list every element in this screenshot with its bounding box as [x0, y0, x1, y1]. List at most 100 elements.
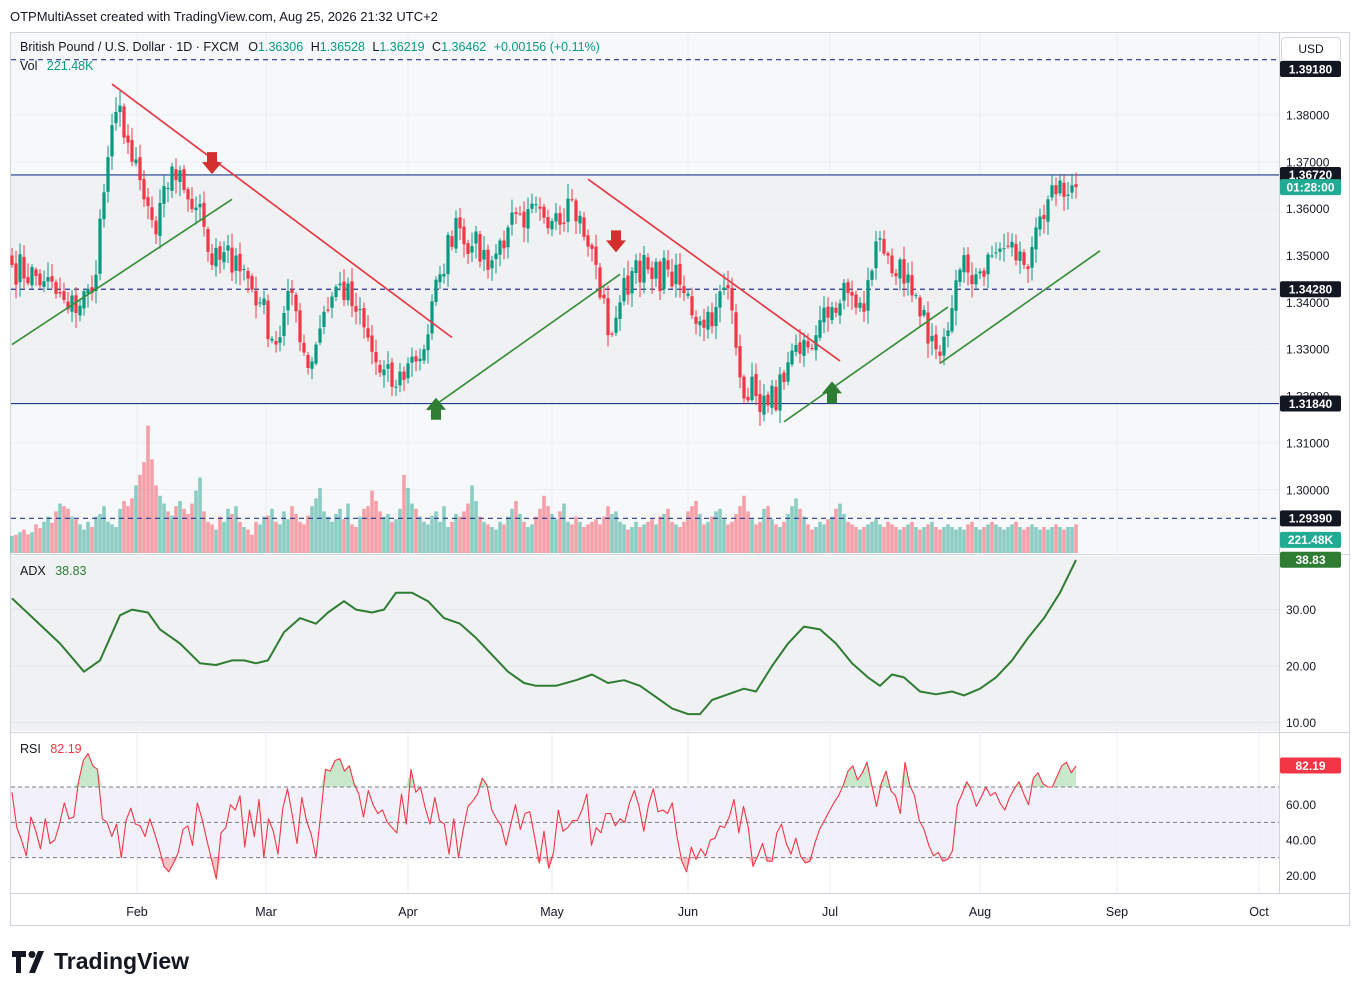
- candle[interactable]: [274, 341, 278, 345]
- candle[interactable]: [206, 229, 210, 252]
- candle[interactable]: [598, 267, 602, 298]
- candle[interactable]: [914, 295, 918, 297]
- rsi-badge[interactable]: [1280, 757, 1341, 774]
- candle[interactable]: [238, 253, 242, 272]
- candle[interactable]: [898, 259, 902, 279]
- candle[interactable]: [494, 253, 498, 260]
- candle[interactable]: [1022, 252, 1026, 265]
- candle[interactable]: [862, 303, 866, 312]
- candle[interactable]: [286, 290, 290, 311]
- candle[interactable]: [322, 311, 326, 327]
- candle[interactable]: [654, 261, 658, 279]
- candle[interactable]: [306, 354, 310, 368]
- candle[interactable]: [14, 263, 18, 285]
- candle[interactable]: [326, 309, 330, 311]
- candle[interactable]: [446, 234, 450, 275]
- candle[interactable]: [406, 363, 410, 379]
- candle[interactable]: [462, 226, 466, 245]
- candle[interactable]: [682, 286, 686, 293]
- candle[interactable]: [534, 204, 538, 206]
- candle[interactable]: [130, 140, 134, 162]
- candle[interactable]: [398, 371, 402, 386]
- candle[interactable]: [90, 287, 94, 293]
- trendline[interactable]: [783, 306, 949, 423]
- candle[interactable]: [522, 211, 526, 228]
- candle[interactable]: [466, 243, 470, 254]
- candle[interactable]: [1070, 185, 1074, 193]
- candle[interactable]: [246, 270, 250, 279]
- candle[interactable]: [270, 338, 274, 341]
- rsi-line[interactable]: [11, 752, 1077, 880]
- candle[interactable]: [574, 200, 578, 222]
- candle[interactable]: [366, 328, 370, 338]
- candle[interactable]: [1034, 227, 1038, 250]
- candle[interactable]: [578, 215, 582, 224]
- candle[interactable]: [1006, 245, 1010, 247]
- candle[interactable]: [686, 293, 690, 296]
- price-badge[interactable]: [1280, 166, 1341, 183]
- candle[interactable]: [542, 206, 546, 218]
- candle[interactable]: [174, 169, 178, 181]
- candle[interactable]: [394, 386, 398, 388]
- candle[interactable]: [110, 125, 114, 157]
- candle[interactable]: [962, 255, 966, 273]
- candle[interactable]: [498, 240, 502, 255]
- candle[interactable]: [734, 312, 738, 348]
- candle[interactable]: [806, 341, 810, 348]
- candle[interactable]: [478, 234, 482, 262]
- candle[interactable]: [54, 282, 58, 294]
- candle[interactable]: [278, 337, 282, 343]
- candle[interactable]: [730, 287, 734, 311]
- price-badge[interactable]: [1280, 61, 1341, 77]
- candle[interactable]: [318, 328, 322, 343]
- candle[interactable]: [938, 351, 942, 356]
- candle[interactable]: [86, 288, 90, 294]
- candle[interactable]: [182, 169, 186, 190]
- candle[interactable]: [1046, 199, 1050, 222]
- candle[interactable]: [886, 253, 890, 256]
- candle[interactable]: [774, 386, 778, 410]
- candle[interactable]: [894, 273, 898, 277]
- candle[interactable]: [62, 291, 66, 300]
- candle[interactable]: [1074, 184, 1078, 188]
- candle[interactable]: [718, 291, 722, 308]
- candle[interactable]: [602, 294, 606, 299]
- price-badge[interactable]: [1280, 395, 1341, 412]
- candle[interactable]: [418, 358, 422, 362]
- candle[interactable]: [994, 252, 998, 254]
- candle[interactable]: [58, 292, 62, 294]
- candle[interactable]: [482, 249, 486, 260]
- candle[interactable]: [866, 280, 870, 311]
- candle[interactable]: [698, 321, 702, 326]
- candle[interactable]: [102, 192, 106, 220]
- candle[interactable]: [954, 280, 958, 311]
- candle[interactable]: [50, 276, 54, 282]
- candle[interactable]: [794, 344, 798, 352]
- candle[interactable]: [218, 246, 222, 260]
- candle[interactable]: [370, 335, 374, 352]
- candle[interactable]: [150, 207, 154, 221]
- candle[interactable]: [622, 277, 626, 302]
- candle[interactable]: [242, 269, 246, 271]
- candle[interactable]: [970, 275, 974, 285]
- candle[interactable]: [470, 246, 474, 253]
- candle[interactable]: [214, 247, 218, 267]
- candle[interactable]: [438, 274, 442, 283]
- candle[interactable]: [266, 300, 270, 340]
- candle[interactable]: [458, 217, 462, 229]
- candle[interactable]: [674, 264, 678, 285]
- candle[interactable]: [966, 254, 970, 273]
- candle[interactable]: [546, 217, 550, 229]
- candle[interactable]: [590, 245, 594, 249]
- candle[interactable]: [554, 213, 558, 222]
- candle[interactable]: [998, 248, 1002, 252]
- candle[interactable]: [942, 336, 946, 356]
- candle[interactable]: [346, 283, 350, 301]
- price-badge[interactable]: [1280, 179, 1341, 196]
- candle[interactable]: [550, 221, 554, 230]
- candle[interactable]: [18, 254, 22, 283]
- candle[interactable]: [874, 241, 878, 269]
- candle[interactable]: [538, 206, 542, 209]
- candle[interactable]: [754, 374, 758, 397]
- candle[interactable]: [374, 351, 378, 363]
